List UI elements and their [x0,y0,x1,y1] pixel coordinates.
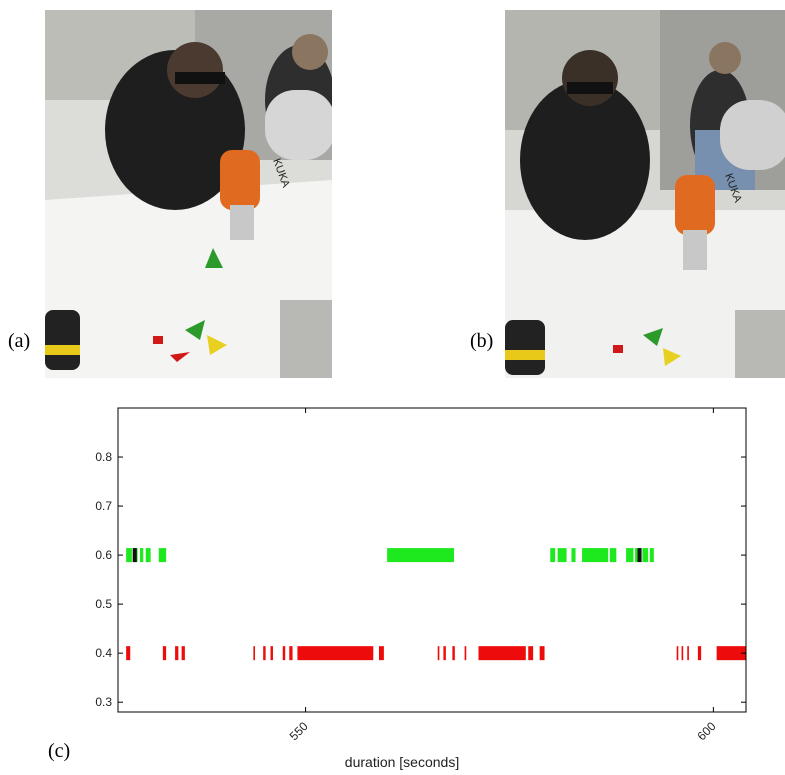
event-segment-red-16 [528,646,534,661]
event-segment-red-12 [443,646,446,661]
event-segment-green-14 [649,548,654,563]
photo-a: KUKA [45,10,332,378]
event-segment-green-12 [635,548,639,563]
event-segment-red-10 [378,646,384,661]
event-segment-red-1 [162,646,167,661]
event-segment-green-5 [387,548,455,563]
event-segment-red-21 [697,646,702,661]
x-axis-ticks: 550 600 [287,408,719,743]
event-segment-red-9 [297,646,374,661]
event-segment-red-0 [126,646,131,661]
event-segment-red-11 [437,646,440,661]
event-segment-green-9 [582,548,609,563]
event-segment-green-8 [571,548,576,563]
event-segment-red-6 [270,646,273,661]
event-segment-green-10 [609,548,617,563]
x-axis-label: duration [seconds] [345,754,459,770]
event-segment-red-8 [289,646,293,661]
y-tick-label: 0.7 [95,499,112,513]
y-tick-label: 0.8 [95,450,112,464]
event-segment-red-4 [253,646,256,661]
panel-label-a: (a) [8,330,31,352]
y-tick-label: 0.6 [95,548,112,562]
y-axis-ticks: 0.3 0.4 0.5 0.6 0.7 0.8 [95,450,746,709]
event-segment-red-22 [716,646,746,661]
event-segment-red-14 [464,646,467,661]
event-segment-red-19 [681,646,684,661]
panel-label-c: (c) [48,740,71,762]
event-segments [126,548,746,661]
event-segment-green-0 [126,548,132,563]
event-segment-red-13 [452,646,455,661]
event-segment-red-5 [263,646,266,661]
event-segment-green-2 [140,548,144,563]
event-segment-red-18 [676,646,679,661]
y-tick-label: 0.3 [95,695,112,709]
event-segment-black-1 [637,548,642,563]
event-segment-green-13 [642,548,649,563]
event-segment-red-20 [687,646,689,661]
event-segment-red-15 [478,646,526,661]
panel-label-b: (b) [470,330,494,352]
event-segment-green-11 [626,548,634,563]
plot-frame [117,407,747,713]
x-tick-label: 550 [287,719,311,743]
x-tick-label: 600 [695,719,719,743]
event-segment-red-2 [175,646,179,661]
event-segment-red-7 [282,646,286,661]
photo-b-scene: KUKA [505,10,785,378]
event-segment-green-3 [145,548,151,563]
photo-a-scene: KUKA [45,10,332,378]
event-segment-red-17 [539,646,545,661]
y-tick-label: 0.4 [95,646,112,660]
event-segment-black-0 [132,548,137,563]
event-segment-red-3 [181,646,185,661]
event-raster-chart: 0.3 0.4 0.5 0.6 0.7 0.8 550 600 duration [seco… [95,407,747,770]
event-segment-green-6 [550,548,556,563]
y-tick-label: 0.5 [95,597,112,611]
event-segment-green-4 [158,548,167,563]
photo-b: KUKA [505,10,785,378]
event-segment-green-7 [557,548,567,563]
